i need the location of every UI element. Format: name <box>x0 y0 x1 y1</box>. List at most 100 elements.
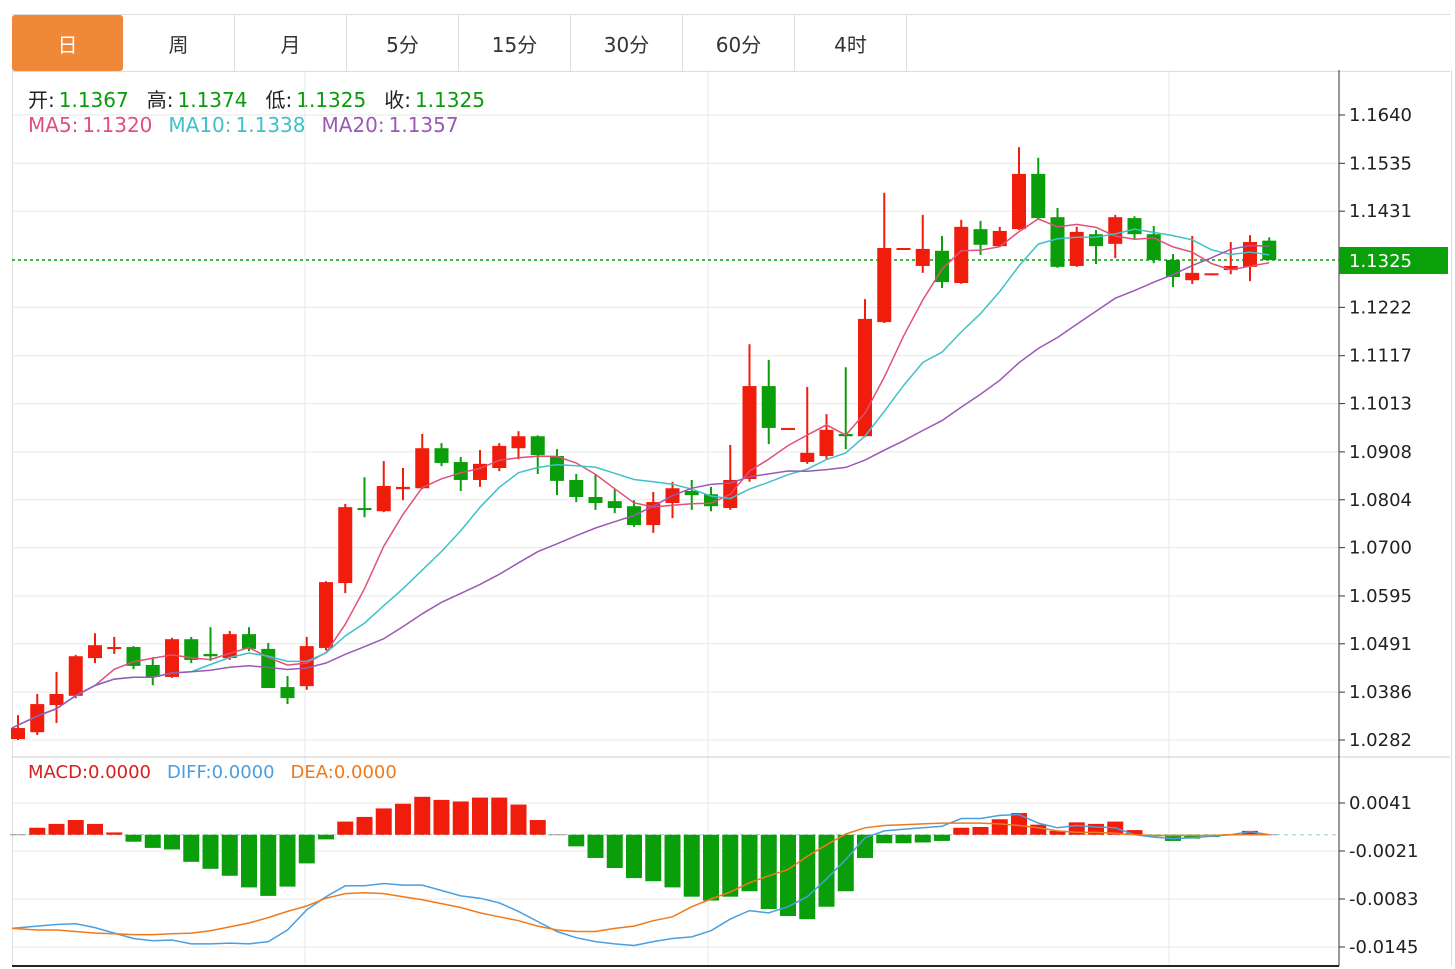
candle-up <box>1069 231 1084 266</box>
chart-frame <box>12 70 1452 966</box>
last-price-label: 1.1325 <box>1349 251 1412 272</box>
candle-down <box>761 386 776 428</box>
candle-down <box>242 634 256 649</box>
price-tick-label: 1.1535 <box>1349 153 1412 174</box>
macd-bar <box>1184 834 1201 839</box>
tab-1[interactable]: 周 <box>123 15 235 71</box>
dea-value: 0.0000 <box>333 762 397 783</box>
macd-bar <box>664 834 681 888</box>
candle-down <box>184 639 199 660</box>
macd-bar <box>221 834 238 876</box>
macd-bar <box>106 832 123 835</box>
candle-up <box>165 639 179 677</box>
macd-bar <box>279 834 296 887</box>
period-tabs: 日周月 5分 15分 30分 60分 4时 <box>12 14 1450 72</box>
macd-bar <box>1165 834 1181 841</box>
macd-bar <box>1011 813 1027 835</box>
ma10-line <box>11 228 1270 729</box>
candle-down <box>280 687 295 699</box>
tab-0[interactable]: 日 <box>12 15 123 71</box>
candle-down <box>1089 234 1103 247</box>
macd-bar <box>202 834 219 869</box>
candle-up <box>49 693 64 706</box>
macd-bar <box>818 834 835 907</box>
macd-bar <box>876 834 893 844</box>
low-label: 低: <box>265 88 293 112</box>
candle-up <box>1204 273 1219 276</box>
candle-down <box>1127 218 1142 235</box>
macd-bar <box>722 834 739 897</box>
candle-up <box>800 452 815 463</box>
price-tick-label: 1.1117 <box>1349 346 1412 367</box>
macd-bar <box>914 834 931 843</box>
macd-bar <box>857 834 873 858</box>
ma5-line <box>11 218 1270 729</box>
candle-down <box>203 653 218 657</box>
last-price-badge <box>1339 246 1448 274</box>
price-tick-label: 1.0700 <box>1349 538 1412 559</box>
candle-down <box>453 462 468 480</box>
tab-5[interactable]: 30分 <box>571 15 683 71</box>
macd-bar <box>683 834 700 897</box>
candle-up <box>319 582 333 648</box>
macd-bar <box>48 823 65 835</box>
macd-label: MACD: <box>28 762 89 783</box>
candle-up <box>877 248 892 323</box>
macd-bar <box>529 820 546 835</box>
tab-3[interactable]: 5分 <box>347 15 459 71</box>
macd-bar <box>895 834 912 844</box>
candle-up <box>1223 265 1238 271</box>
macd-bar <box>1030 824 1047 835</box>
tab-7[interactable]: 4时 <box>795 15 907 71</box>
candle-down <box>588 496 603 503</box>
macd-bar <box>991 819 1008 835</box>
macd-bar <box>433 799 450 835</box>
macd-bar <box>568 834 585 847</box>
price-tick-label: 1.1222 <box>1349 297 1412 318</box>
candle-up <box>107 647 122 650</box>
price-tick-label: 1.0908 <box>1349 442 1412 463</box>
macd-readout: MACD:0.0000 DIFF:0.0000 DEA:0.0000 <box>28 762 401 783</box>
diff-label: DIFF: <box>167 762 212 783</box>
candle-up <box>1012 173 1026 230</box>
price-tick-label: 1.0595 <box>1349 586 1412 607</box>
macd-bar <box>934 834 950 841</box>
macd-bar <box>452 801 469 835</box>
candle-down <box>607 501 622 509</box>
tab-4[interactable]: 15分 <box>459 15 571 71</box>
candle-down <box>550 456 564 481</box>
ma20-value: 1.1357 <box>388 113 459 137</box>
tab-6[interactable]: 60分 <box>683 15 795 71</box>
ma-readout: MA5: 1.1320 MA10: 1.1338 MA20: 1.1357 <box>28 113 463 137</box>
candle-down <box>530 436 545 456</box>
candle-up <box>896 248 911 251</box>
candle-down <box>1050 217 1065 267</box>
ohlc-readout: 开: 1.1367 高: 1.1374 低: 1.1325 收: 1.1325 <box>28 84 489 113</box>
candle-down <box>1262 240 1277 260</box>
dea-label: DEA: <box>290 762 334 783</box>
price-tick-label: 1.1431 <box>1349 201 1412 222</box>
candle-up <box>299 646 314 687</box>
macd-bar <box>645 834 662 882</box>
ma20-label: MA20: <box>321 113 385 137</box>
macd-bar <box>29 827 46 835</box>
macd-tick-label: -0.0021 <box>1349 841 1418 862</box>
macd-bar <box>337 821 354 835</box>
macd-bar <box>953 827 970 835</box>
macd-bar <box>164 834 180 850</box>
price-tick-label: 1.0386 <box>1349 682 1412 703</box>
macd-bar <box>67 820 84 835</box>
macd-bar <box>183 834 200 862</box>
macd-bar <box>1049 830 1066 835</box>
candle-up <box>511 436 526 449</box>
candle-up <box>742 386 757 480</box>
macd-bar <box>780 834 796 917</box>
candle-up <box>1108 217 1123 244</box>
macd-bar <box>125 834 142 842</box>
candle-up <box>1185 272 1200 281</box>
macd-bar <box>741 834 758 892</box>
tab-2[interactable]: 月 <box>235 15 347 71</box>
macd-bar <box>375 808 392 835</box>
macd-bar <box>1242 830 1258 835</box>
